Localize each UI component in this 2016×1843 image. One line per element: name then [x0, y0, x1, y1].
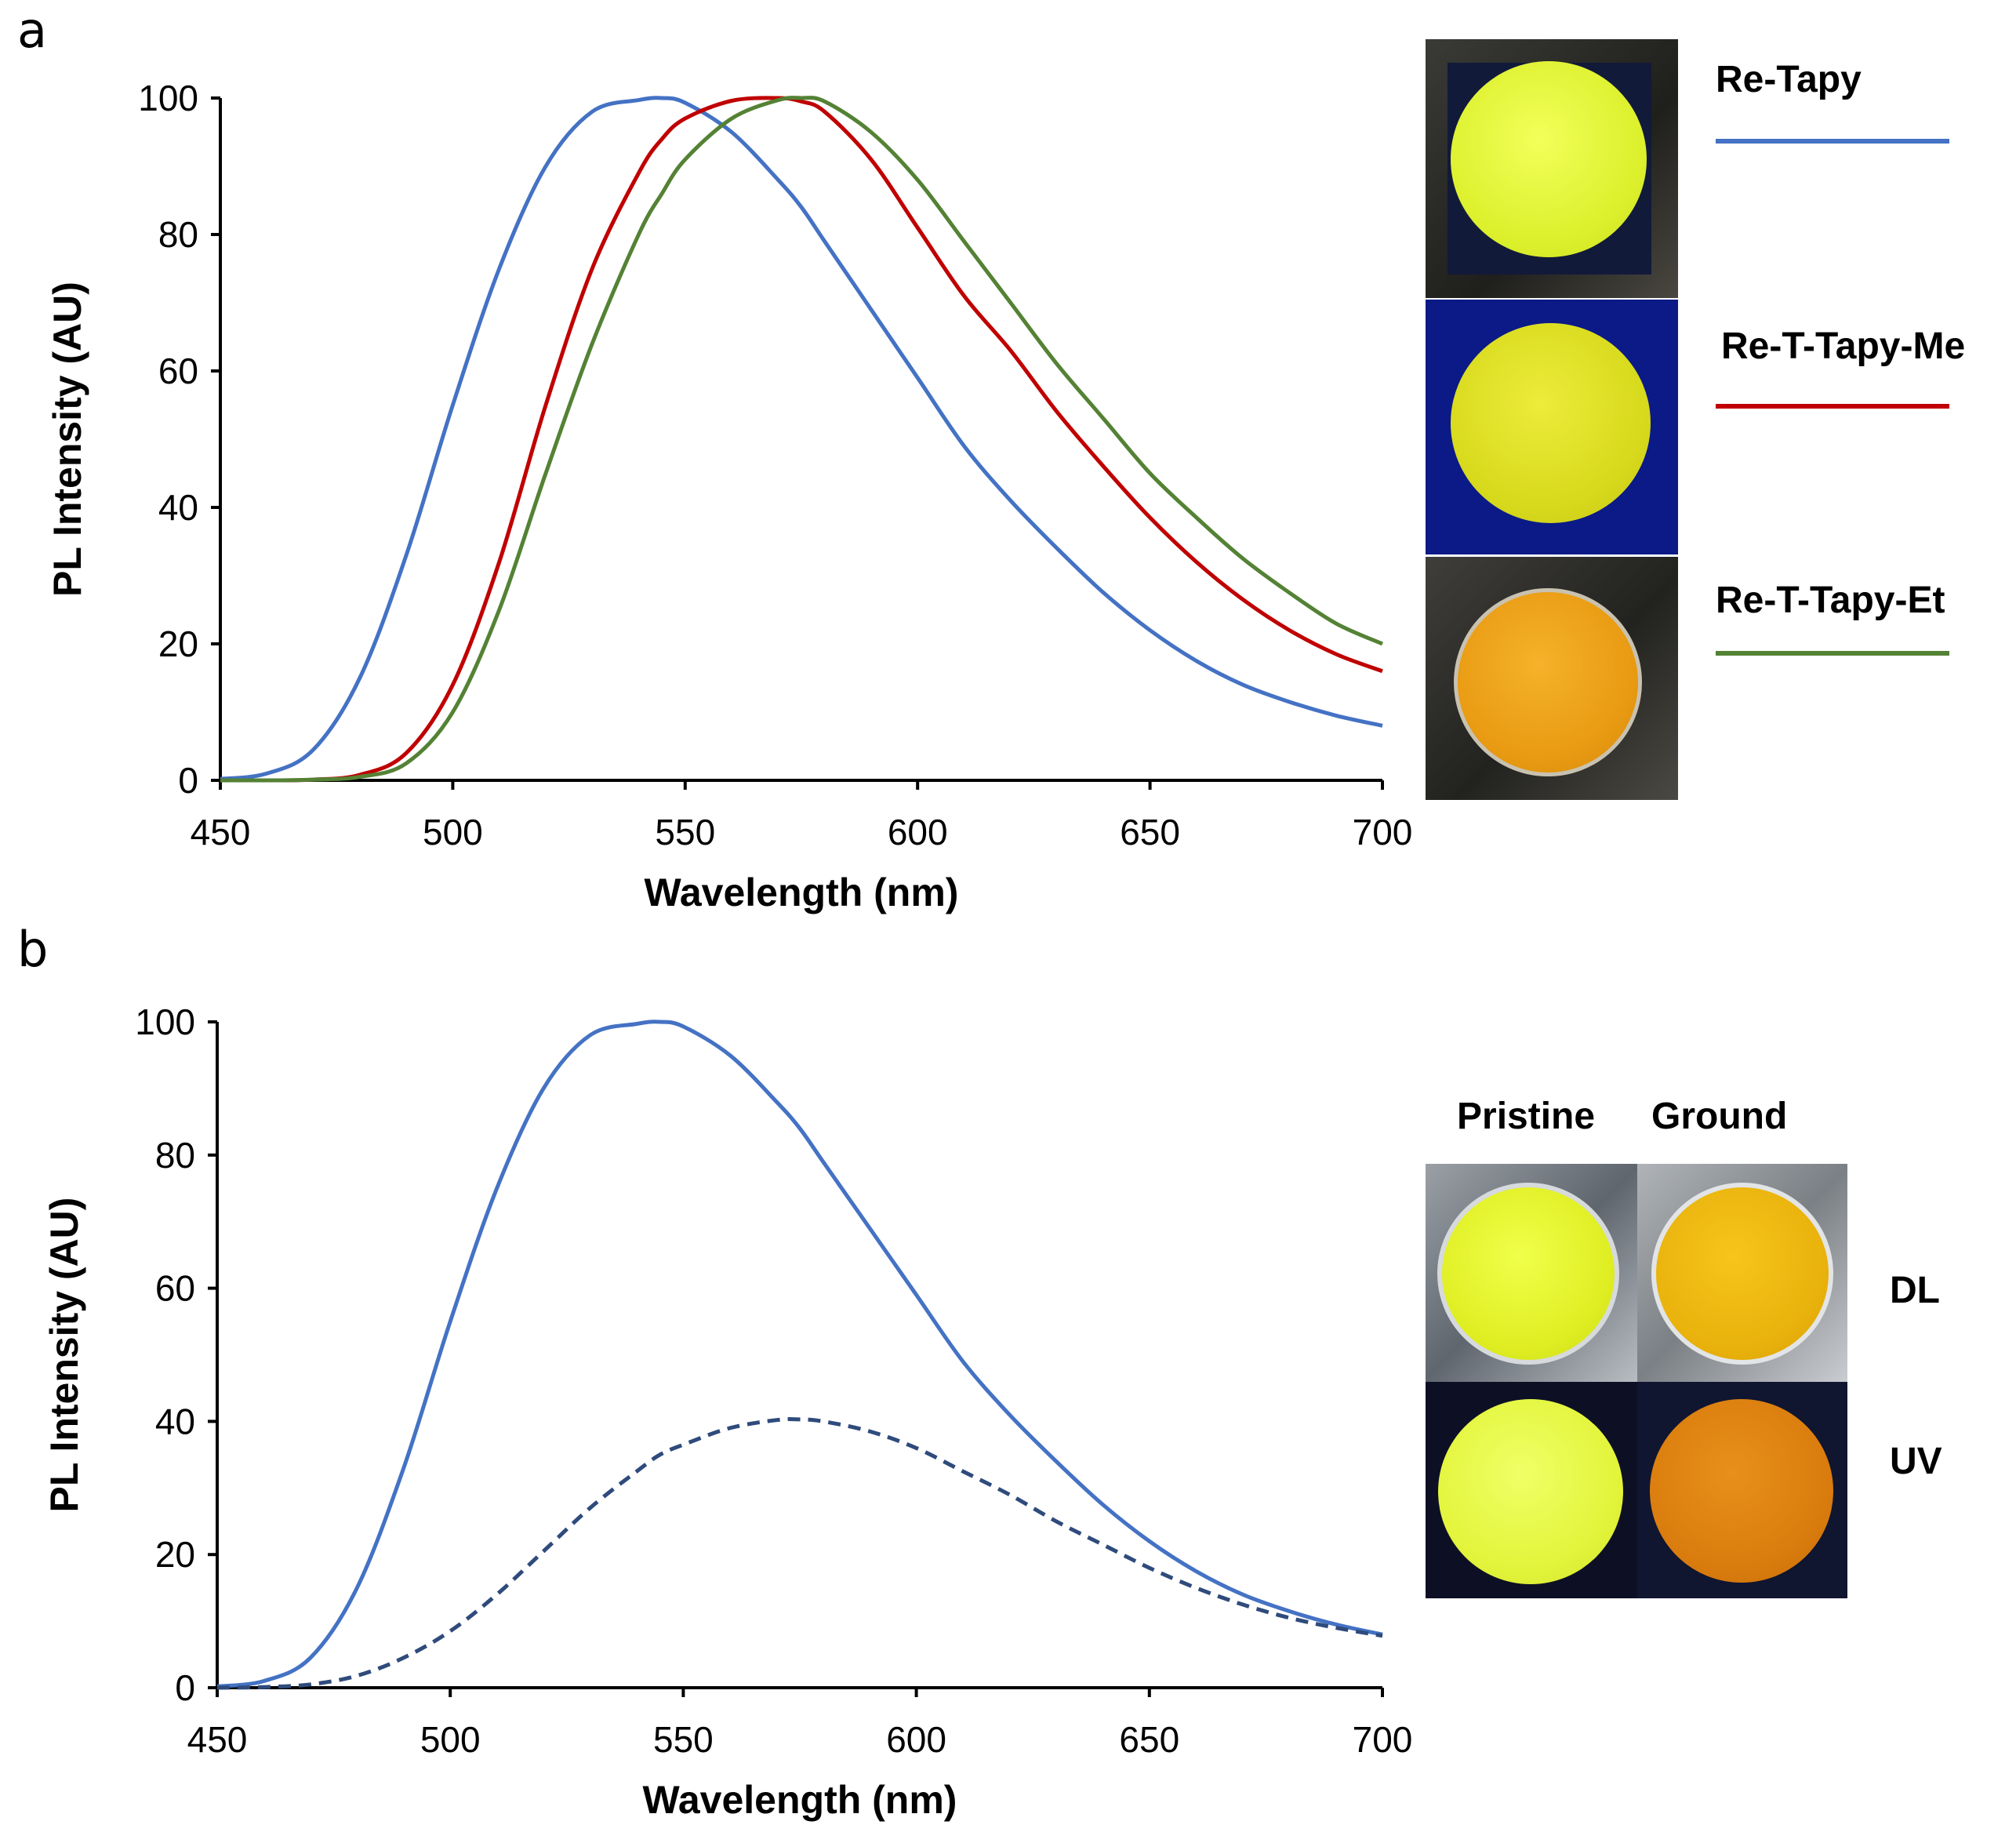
series-line-re-t-tapy-et [220, 96, 1384, 783]
y-tick-label: 60 [155, 1268, 195, 1309]
legend-label: Re-T-Tapy-Me [1721, 325, 1966, 367]
series-line-series-1 [216, 1020, 1383, 1689]
row-label-uv: UV [1890, 1441, 1942, 1482]
x-axis-label: Wavelength (nm) [643, 1778, 957, 1822]
x-tick-label: 650 [1119, 1719, 1179, 1760]
y-tick-label: 40 [158, 487, 198, 528]
y-tick-label: 100 [138, 78, 198, 118]
sample-disc [1650, 1399, 1833, 1583]
y-tick-label: 80 [155, 1135, 195, 1176]
x-tick-label: 600 [888, 812, 948, 852]
y-tick-label: 20 [155, 1534, 195, 1575]
sample-disc [1437, 1183, 1619, 1365]
x-tick-label: 550 [653, 1719, 714, 1760]
x-tick-label: 500 [423, 812, 483, 852]
photo-pristine-uv [1426, 1382, 1637, 1598]
y-tick-label: 0 [178, 760, 198, 801]
photo-re-tapy [1426, 39, 1678, 298]
sample-disc [1451, 323, 1651, 523]
series-line-series-2 [216, 1417, 1383, 1690]
x-tick-label: 700 [1353, 1719, 1413, 1760]
legend-swatch [1716, 651, 1949, 656]
column-label-ground: Ground [1651, 1096, 1788, 1137]
photo-ground-uv [1637, 1382, 1847, 1598]
legend-swatch [1716, 139, 1949, 144]
y-tick-label: 0 [175, 1667, 195, 1708]
x-tick-label: 650 [1120, 812, 1180, 852]
x-tick-label: 700 [1353, 812, 1413, 852]
x-tick-label: 450 [191, 812, 251, 852]
row-label-dl: DL [1890, 1270, 1940, 1311]
x-tick-label: 500 [420, 1719, 481, 1760]
sample-disc [1438, 1399, 1623, 1584]
legend-swatch [1716, 404, 1949, 409]
x-tick-label: 550 [655, 812, 715, 852]
sample-disc [1651, 1183, 1833, 1365]
photo-pristine-daylight [1426, 1164, 1637, 1382]
y-tick-label: 60 [158, 351, 198, 391]
photo-ground-daylight [1637, 1164, 1847, 1382]
y-axis-label: PL Intensity (AU) [42, 1198, 86, 1513]
x-tick-label: 450 [187, 1719, 248, 1760]
sample-disc [1451, 61, 1647, 257]
photo-re-t-tapy-et [1426, 557, 1678, 800]
column-label-pristine: Pristine [1457, 1096, 1596, 1137]
x-tick-label: 600 [886, 1719, 946, 1760]
legend-label: Re-T-Tapy-Et [1716, 580, 1945, 621]
panel-label-b: b [17, 921, 49, 978]
sample-disc [1454, 588, 1642, 776]
y-tick-label: 20 [158, 623, 198, 664]
y-tick-label: 40 [155, 1401, 195, 1441]
photo-re-t-tapy-me [1426, 300, 1678, 554]
x-axis-label: Wavelength (nm) [645, 871, 959, 914]
legend-label: Re-Tapy [1716, 59, 1862, 100]
series-line-re-tapy [220, 96, 1383, 781]
y-tick-label: 100 [135, 1001, 195, 1042]
panel-label-a: a [17, 2, 47, 59]
y-axis-label: PL Intensity (AU) [45, 282, 89, 597]
y-tick-label: 80 [158, 214, 198, 255]
